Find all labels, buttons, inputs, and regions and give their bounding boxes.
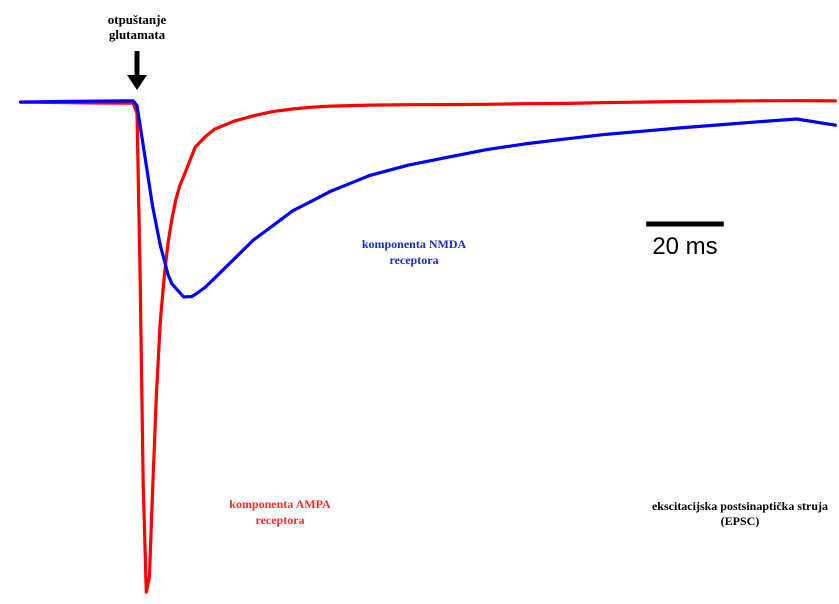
nmda-trace (19, 99, 837, 299)
ampa-label-line2: receptora (255, 513, 304, 527)
epsc-label-line2: (EPSC) (721, 514, 760, 528)
nmda-label-line2: receptora (389, 253, 438, 267)
glutamate-release-arrow (127, 51, 147, 90)
epsc-label-line1: ekscitacijska postsinaptička struja (652, 499, 828, 513)
ampa-trace (19, 99, 837, 594)
nmda-label-line1: komponenta NMDA (362, 237, 467, 251)
arrow-label-line2: glutamata (109, 27, 166, 42)
arrow-label-line1: otpuštanje (108, 12, 167, 27)
ampa-label-line1: komponenta AMPA (229, 497, 331, 511)
scale-bar-label: 20 ms (652, 233, 717, 260)
trace-layer (19, 99, 837, 594)
